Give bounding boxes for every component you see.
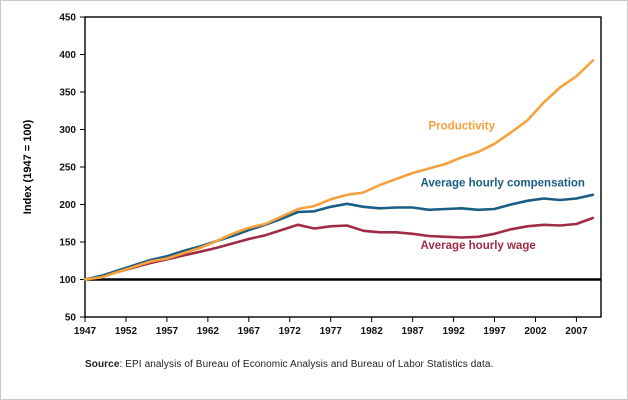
x-tick-label: 1947 [74, 326, 97, 337]
x-tick-label: 2002 [524, 326, 547, 337]
y-tick-label: 350 [59, 88, 76, 99]
y-tick-label: 150 [59, 238, 76, 249]
line-chart: 50 100 150 200 250 300 350 400 450 1947 1952 1957 19… [22, 13, 602, 337]
source-note: Source: EPI analysis of Bureau of Econom… [85, 359, 493, 370]
x-tick-label: 1972 [279, 326, 302, 337]
y-axis-title: Index (1947 = 100) [22, 119, 34, 214]
x-tick-label: 1977 [320, 326, 343, 337]
x-tick-label: 1982 [361, 326, 384, 337]
x-tick-label: 2007 [565, 326, 588, 337]
source-label: Source [85, 359, 120, 370]
y-tick-label: 200 [59, 200, 76, 211]
y-tick-label: 100 [59, 275, 76, 286]
y-tick-label: 50 [65, 313, 77, 324]
series-label: Average hourly wage [421, 240, 536, 252]
series-line-productivity [83, 59, 595, 281]
x-tick-label: 1967 [238, 326, 261, 337]
x-tick-label: 1962 [197, 326, 220, 337]
x-tick-label: 1992 [442, 326, 465, 337]
y-tick-label: 250 [59, 163, 76, 174]
series-label: Average hourly compensation [420, 178, 584, 190]
x-tick-label: 1952 [115, 326, 138, 337]
series-line-average-hourly-compensation [83, 193, 595, 281]
series-label: Productivity [429, 121, 496, 133]
y-tick-label: 400 [59, 50, 76, 61]
x-tick-label: 1997 [483, 326, 506, 337]
x-tick-label: 1987 [401, 326, 424, 337]
plot-border [84, 16, 602, 318]
source-text: : EPI analysis of Bureau of Economic Ana… [119, 359, 494, 370]
y-tick-label: 300 [59, 125, 76, 136]
x-tick-label: 1957 [156, 326, 179, 337]
y-tick-label: 450 [59, 13, 76, 24]
